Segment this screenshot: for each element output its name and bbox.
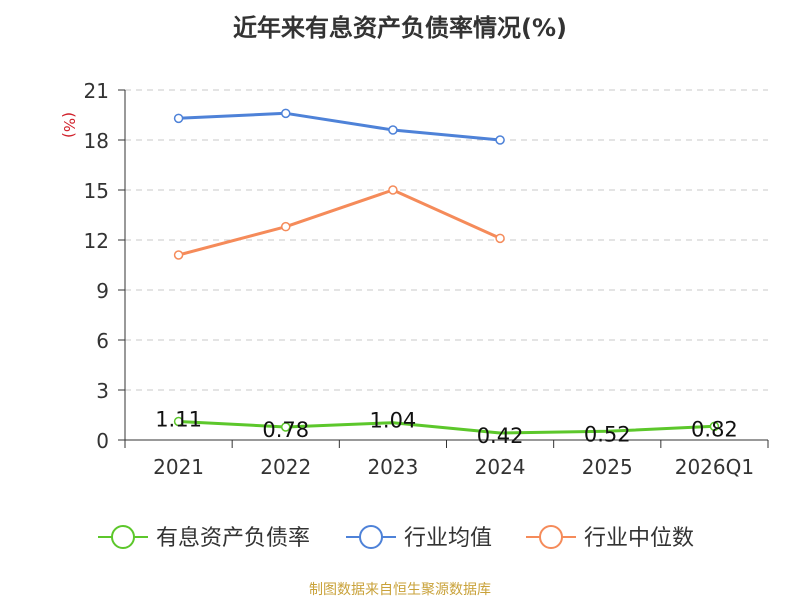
- y-tick-label: 9: [96, 279, 109, 303]
- data-point: [388, 185, 398, 195]
- legend: 有息资产负债率 行业均值 行业中位数: [98, 525, 694, 551]
- y-axis-unit-label: (%): [60, 112, 78, 138]
- x-tick-label: 2026Q1: [675, 455, 754, 479]
- data-point: [281, 422, 291, 432]
- x-tick-label: 2022: [260, 455, 311, 479]
- x-tick-label: 2023: [367, 455, 418, 479]
- data-point: [173, 416, 184, 427]
- y-tick-label: 6: [96, 329, 109, 353]
- y-tick-label: 21: [84, 79, 109, 103]
- series-line: [178, 188, 501, 257]
- grid-lines: [125, 89, 768, 391]
- data-point: [173, 250, 184, 260]
- data-label: 0.42: [477, 424, 524, 448]
- data-point: [495, 233, 505, 244]
- y-tick-label: 18: [84, 129, 109, 153]
- legend-label: 有息资产负债率: [156, 526, 310, 551]
- x-tick-label: 2024: [475, 455, 526, 479]
- data-point: [281, 221, 291, 232]
- data-label: 1.04: [370, 409, 417, 433]
- x-tick-label: 2021: [153, 455, 204, 479]
- data-point: [495, 135, 505, 145]
- legend-swatch-marker: [111, 525, 135, 549]
- legend-swatch-marker: [539, 525, 563, 549]
- data-labels: 1.11 0.78 1.04 0.42 0.52 0.82: [155, 408, 738, 449]
- chart-title: 近年来有息资产负债率情况(%): [233, 14, 567, 42]
- x-tick-label: 2025: [582, 455, 633, 479]
- data-label: 0.78: [262, 418, 309, 442]
- series-line: [178, 420, 715, 435]
- data-label: 0.52: [584, 422, 631, 446]
- y-tick-label: 3: [96, 379, 109, 403]
- series-line: [178, 111, 501, 142]
- data-point: [709, 421, 720, 432]
- data-point: [281, 108, 291, 119]
- y-tick-label: 15: [84, 179, 109, 203]
- legend-label: 行业均值: [404, 526, 492, 551]
- y-tick-label: 12: [84, 229, 109, 253]
- y-tick-label: 0: [96, 429, 109, 453]
- legend-label: 行业中位数: [584, 526, 694, 551]
- source-note: 制图数据来自恒生聚源数据库: [309, 582, 491, 598]
- legend-swatch-marker: [359, 525, 383, 549]
- data-point: [388, 125, 398, 135]
- data-point: [173, 113, 184, 124]
- series-layer: [173, 108, 720, 435]
- data-label: 0.82: [691, 417, 738, 441]
- axes: 0 3 6 9 12 15 18 21 2021 2022 2023 2024 2025 2026Q1: [84, 79, 769, 479]
- data-label: 1.11: [155, 408, 202, 432]
